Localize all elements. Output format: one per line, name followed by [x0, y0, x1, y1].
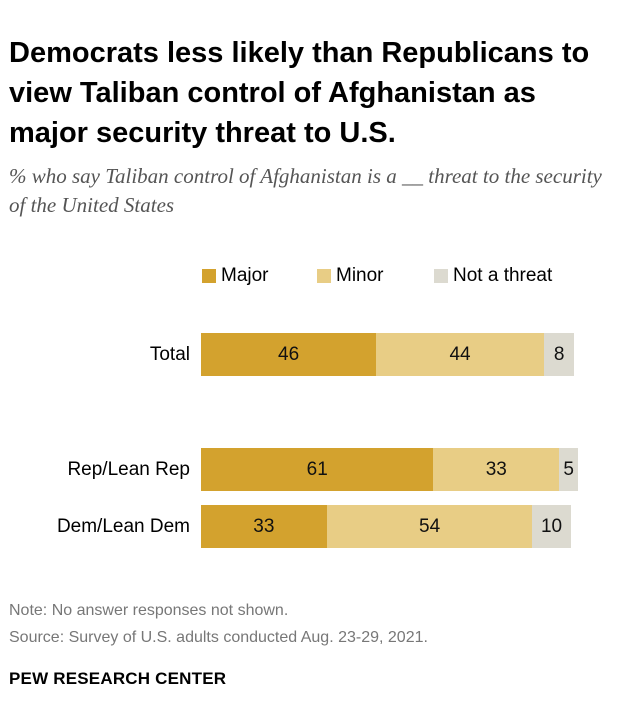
category-label: Rep/Lean Rep [67, 458, 190, 480]
legend-label: Major [221, 265, 269, 286]
data-label: 46 [278, 343, 300, 365]
bar-segment-major [201, 448, 434, 491]
bar-segment-minor [326, 505, 533, 548]
bar-segment-not-a-threat [543, 333, 575, 376]
legend-label: Minor [336, 265, 384, 286]
category-label: Total [149, 343, 190, 365]
data-label: 33 [485, 458, 507, 480]
data-label: 44 [449, 343, 471, 365]
bar-segment-not-a-threat [532, 505, 571, 548]
source-text: Source: Survey of U.S. adults conducted … [9, 629, 428, 646]
legend-label: Not a threat [453, 265, 553, 286]
data-label: 61 [306, 458, 328, 480]
legend-swatch [202, 269, 216, 283]
legend-swatch [317, 269, 331, 283]
data-label: 5 [563, 458, 574, 480]
data-label: 33 [253, 515, 275, 537]
category-label: Dem/Lean Dem [56, 515, 190, 537]
note-text: Note: No answer responses not shown. [9, 602, 289, 619]
bar-segment-major [201, 505, 327, 548]
pew-logo-text: PEW RESEARCH CENTER [9, 669, 227, 688]
data-label: 10 [540, 515, 563, 537]
data-label: 8 [553, 343, 565, 365]
data-label: 54 [419, 515, 441, 537]
legend-swatch [434, 269, 448, 283]
chart-subtitle: % who say Taliban control of Afghanistan… [9, 164, 602, 217]
bar-segment-minor [433, 448, 560, 491]
bar-segment-minor [376, 333, 544, 376]
chart-title: Democrats less likely than Republicans t… [9, 37, 590, 149]
bar-segment-not-a-threat [559, 448, 579, 491]
bar-segment-major [201, 333, 377, 376]
